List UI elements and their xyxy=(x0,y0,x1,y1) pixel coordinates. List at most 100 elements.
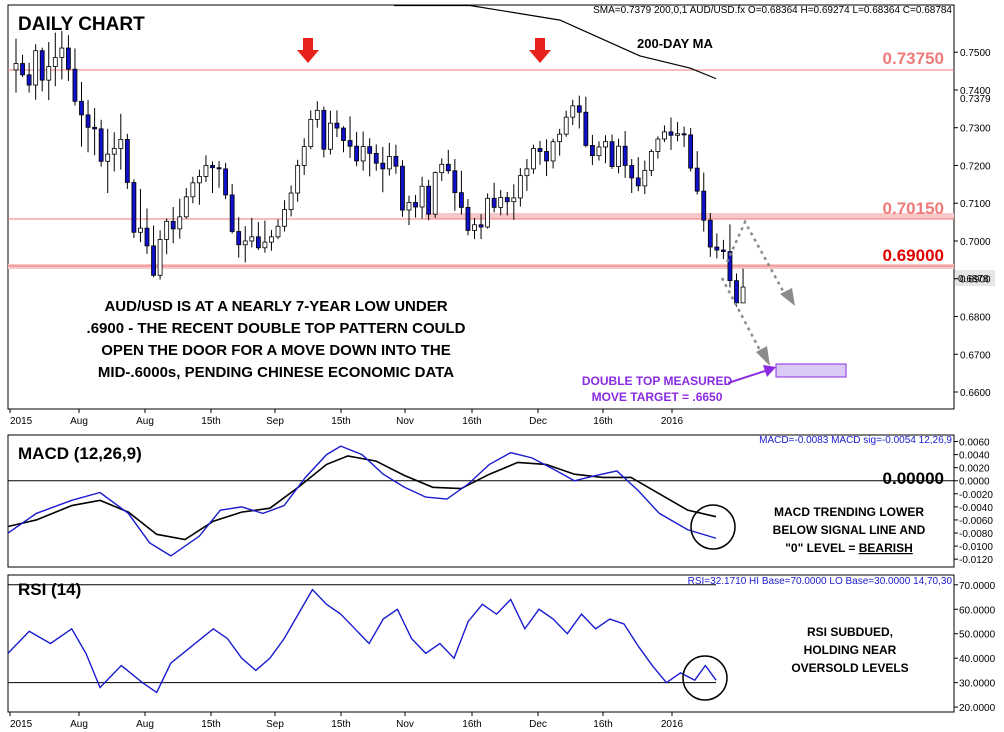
macd-line xyxy=(7,445,717,557)
candle-body xyxy=(721,249,726,252)
chart-title: DAILY CHART xyxy=(18,14,145,35)
candle-body xyxy=(662,131,667,140)
projection-path-2 xyxy=(720,277,766,359)
candle-body xyxy=(26,74,32,86)
candle xyxy=(46,42,52,101)
candle xyxy=(321,106,327,158)
candle-body xyxy=(452,170,458,194)
candle-body xyxy=(138,227,143,233)
candle xyxy=(66,35,71,81)
candle-body xyxy=(603,141,608,148)
candle-body xyxy=(727,251,733,282)
candle-body xyxy=(413,202,418,208)
candle xyxy=(131,179,137,238)
candle xyxy=(485,193,491,229)
candle xyxy=(701,172,707,232)
candle xyxy=(275,219,281,240)
candle xyxy=(52,32,58,87)
candle xyxy=(13,38,19,93)
candle xyxy=(694,151,700,195)
candle xyxy=(452,159,458,211)
candle-body xyxy=(131,182,137,233)
candle xyxy=(550,138,556,169)
candle-body xyxy=(373,152,379,164)
target-note: DOUBLE TOP MEASURED MOVE TARGET = .6650 xyxy=(582,374,733,404)
candle-body xyxy=(118,139,124,149)
target-note-line-2: MOVE TARGET = .6650 xyxy=(592,390,723,404)
candle xyxy=(603,135,608,164)
ma-label: 200-DAY MA xyxy=(637,36,713,51)
candle-body xyxy=(367,146,373,154)
candle xyxy=(138,188,143,243)
candle-body xyxy=(144,227,150,247)
candle-body xyxy=(105,153,111,162)
macd-axis-label: 0.0000 xyxy=(959,477,990,488)
x-axis-label: 16th xyxy=(462,719,481,730)
candle-body xyxy=(223,168,229,196)
candle xyxy=(517,168,523,207)
candle xyxy=(629,159,635,194)
candle xyxy=(334,110,340,138)
candle xyxy=(445,149,451,174)
candle xyxy=(504,191,510,216)
candle xyxy=(373,144,379,171)
candle-body xyxy=(72,68,78,102)
candle-body xyxy=(210,165,215,169)
price-axis: 0.7500 0.7400 0.7300 0.7200 0.7100 0.7000 0.69… xyxy=(954,48,991,399)
candle xyxy=(72,48,78,106)
candle-body xyxy=(570,105,576,118)
rsi-line xyxy=(7,588,717,694)
candle-body xyxy=(400,165,405,211)
candle xyxy=(576,95,582,129)
macd-axis: 0.0060 0.0040 0.0020 0.0000 -0.0020 -0.0040 -0… xyxy=(954,438,993,566)
candle-body xyxy=(308,119,314,147)
x-axis-label: 15th xyxy=(331,719,350,730)
candle xyxy=(269,230,274,251)
candle-body xyxy=(52,57,58,67)
candle-body xyxy=(629,165,635,179)
candle-body xyxy=(419,185,425,208)
price-axis-label: 0.7200 xyxy=(960,161,991,172)
candle xyxy=(262,220,268,253)
candle-body xyxy=(648,151,654,171)
candle-body xyxy=(498,197,504,208)
candle xyxy=(79,82,84,147)
candle xyxy=(413,194,418,218)
candle xyxy=(111,132,117,172)
macd-axis-label: -0.0100 xyxy=(959,542,993,553)
candle xyxy=(196,169,202,205)
candle-body xyxy=(301,146,307,166)
commentary-line-2: .6900 - THE RECENT DOUBLE TOP PATTERN CO… xyxy=(87,320,466,337)
rsi-panel-frame xyxy=(7,574,955,713)
price-axis-label: 0.7400 xyxy=(960,86,991,97)
candle-body xyxy=(596,146,602,157)
commentary-line-4: MID-.6000s, PENDING CHINESE ECONOMIC DAT… xyxy=(98,364,454,381)
macd-axis-label: -0.0060 xyxy=(959,516,993,527)
candle xyxy=(498,190,504,216)
candle-body xyxy=(314,109,320,120)
candle-body xyxy=(465,206,471,231)
rsi-title: RSI (14) xyxy=(18,580,81,599)
candle-body xyxy=(675,133,680,136)
candle-body xyxy=(46,66,52,81)
candle xyxy=(190,176,196,204)
candle xyxy=(255,222,261,251)
sma-price-label: 0.7379 xyxy=(960,94,991,105)
candle xyxy=(734,273,739,307)
price-axis-label: 0.6900 xyxy=(960,275,991,286)
candle-body xyxy=(734,280,739,304)
candle xyxy=(33,44,39,100)
candle xyxy=(20,54,25,78)
candle-body xyxy=(714,246,720,251)
price-axis-label: 0.7000 xyxy=(960,237,991,248)
candle-body xyxy=(190,182,196,198)
candle xyxy=(164,218,170,255)
candle-body xyxy=(681,133,687,136)
candle-body xyxy=(360,146,366,162)
candle-body xyxy=(557,133,563,143)
candle xyxy=(59,31,65,80)
candle xyxy=(26,62,32,93)
x-axis-label: Aug xyxy=(136,416,154,427)
candle xyxy=(347,116,353,158)
current-price-box xyxy=(955,270,995,286)
